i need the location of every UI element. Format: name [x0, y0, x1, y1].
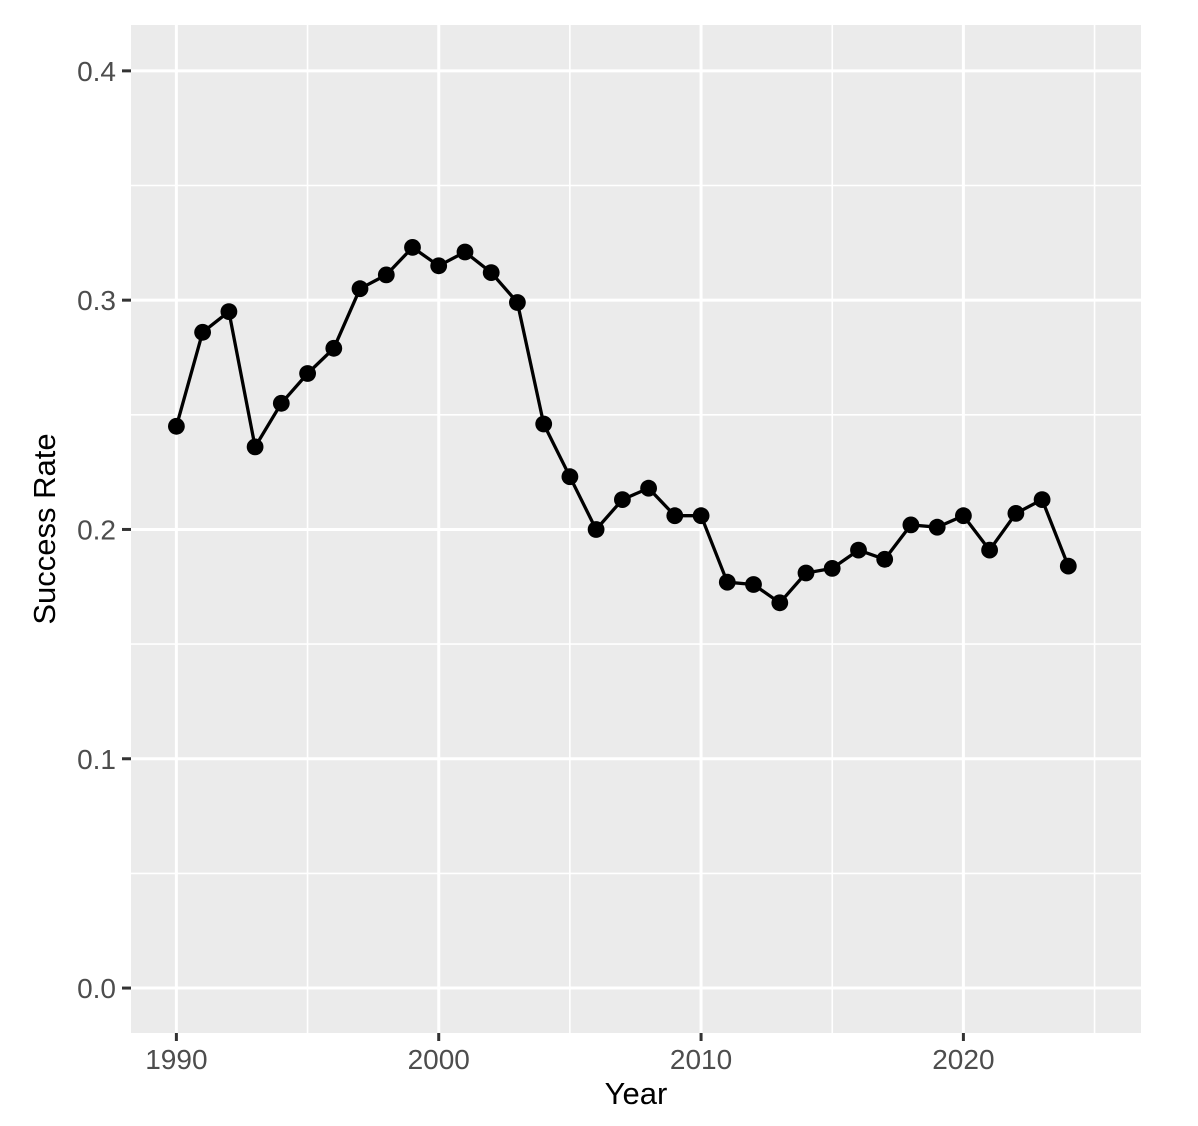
data-point — [666, 507, 684, 525]
data-point — [928, 518, 946, 536]
data-point — [404, 239, 421, 256]
data-point — [430, 257, 448, 275]
data-point — [220, 303, 238, 320]
data-point — [272, 394, 290, 412]
x-tick-label: 1990 — [145, 1044, 207, 1075]
x-tick-label: 2000 — [408, 1044, 470, 1075]
series-points — [168, 239, 1077, 612]
data-point — [482, 264, 500, 281]
data-point — [797, 564, 815, 582]
y-tick-label: 0.3 — [77, 285, 116, 316]
data-point — [377, 266, 395, 284]
data-point — [1007, 505, 1025, 522]
y-tick-label: 0.1 — [77, 744, 116, 775]
data-point — [640, 479, 657, 497]
data-point — [1059, 557, 1077, 575]
data-point — [194, 323, 212, 341]
x-axis-title: Year — [605, 1076, 668, 1111]
major-gridlines — [131, 25, 1141, 1033]
y-axis-title: Success Rate — [27, 433, 62, 624]
x-tick-labels: 1990 2000 2010 2020 — [145, 1044, 994, 1075]
data-point — [561, 468, 579, 486]
y-tick-labels: 0.0 0.1 0.2 0.3 0.4 — [77, 56, 116, 1004]
y-tick-label: 0.4 — [77, 56, 116, 87]
data-point — [587, 521, 605, 538]
axis-tick-marks — [122, 69, 965, 1041]
data-point — [299, 365, 316, 382]
data-point — [955, 507, 972, 525]
data-point — [981, 541, 998, 559]
data-point — [823, 560, 841, 577]
data-point — [168, 417, 185, 435]
data-point — [902, 516, 920, 534]
data-point — [456, 243, 474, 261]
y-tick-label: 0.2 — [77, 514, 116, 545]
data-point — [535, 415, 553, 433]
data-point — [614, 491, 631, 508]
x-tick-label: 2010 — [670, 1044, 732, 1075]
data-point — [718, 573, 736, 591]
data-point — [692, 507, 710, 525]
data-point — [771, 594, 789, 612]
y-tick-label: 0.0 — [77, 973, 116, 1004]
data-point — [325, 339, 343, 357]
data-point — [509, 294, 526, 311]
data-point — [246, 438, 264, 456]
data-point — [850, 541, 867, 559]
data-point — [1033, 491, 1051, 508]
data-point — [351, 280, 369, 298]
x-tick-label: 2020 — [932, 1044, 994, 1075]
data-point — [745, 576, 762, 593]
data-point — [876, 550, 894, 568]
